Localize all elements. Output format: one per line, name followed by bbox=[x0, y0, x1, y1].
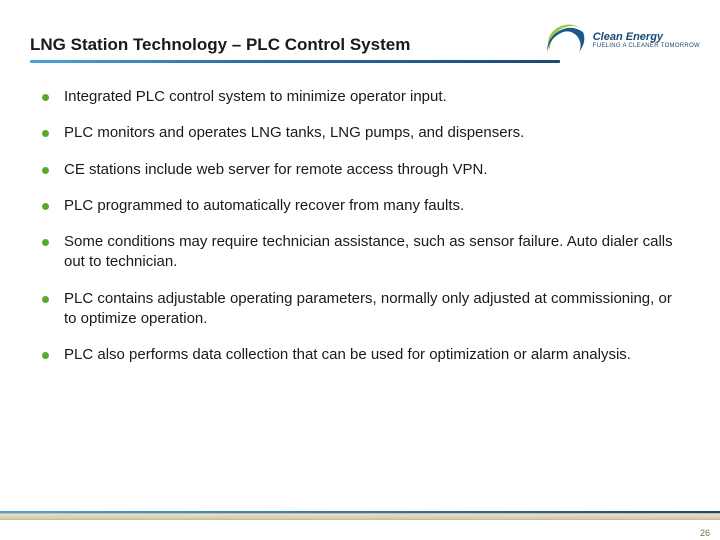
list-item: PLC contains adjustable operating parame… bbox=[42, 289, 678, 330]
company-logo: Clean Energy FUELING A CLEANER TOMORROW bbox=[543, 22, 700, 58]
logo-sub: FUELING A CLEANER TOMORROW bbox=[593, 43, 700, 49]
list-item: Some conditions may require technician a… bbox=[42, 232, 678, 273]
bullet-list: Integrated PLC control system to minimiz… bbox=[42, 87, 678, 365]
footer-bar bbox=[0, 513, 720, 520]
title-underline bbox=[30, 60, 560, 63]
list-item: Integrated PLC control system to minimiz… bbox=[42, 87, 678, 107]
swoosh-icon bbox=[543, 22, 587, 58]
list-item: PLC monitors and operates LNG tanks, LNG… bbox=[42, 123, 678, 143]
list-item: PLC also performs data collection that c… bbox=[42, 345, 678, 365]
content-area: Integrated PLC control system to minimiz… bbox=[0, 71, 720, 365]
list-item: PLC programmed to automatically recover … bbox=[42, 196, 678, 216]
page-number: 26 bbox=[700, 528, 710, 538]
logo-main: Clean Energy bbox=[593, 32, 700, 43]
logo-text: Clean Energy FUELING A CLEANER TOMORROW bbox=[593, 32, 700, 49]
slide: LNG Station Technology – PLC Control Sys… bbox=[0, 0, 720, 540]
list-item: CE stations include web server for remot… bbox=[42, 160, 678, 180]
